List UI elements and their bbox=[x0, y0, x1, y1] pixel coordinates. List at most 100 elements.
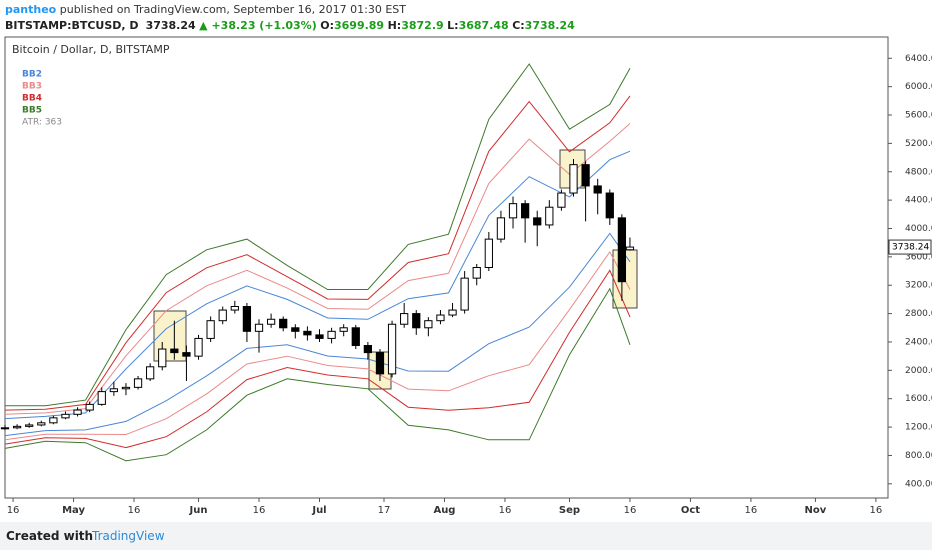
candle-body bbox=[375, 352, 385, 375]
candle-body bbox=[581, 164, 590, 187]
band-line bbox=[4, 95, 631, 411]
candle-body bbox=[400, 313, 409, 325]
candle-body bbox=[266, 318, 276, 325]
candle-body bbox=[520, 203, 530, 219]
candle-body bbox=[533, 217, 542, 226]
candle-body bbox=[85, 403, 94, 411]
y-tick-label: 3600.00 bbox=[905, 252, 932, 262]
x-tick-label: 16 bbox=[253, 505, 266, 516]
header: pantheo published on TradingView.com, Se… bbox=[0, 0, 932, 36]
candle-body bbox=[242, 306, 252, 332]
x-tick-label: 16 bbox=[870, 505, 883, 516]
published: published on TradingView.com, September … bbox=[59, 3, 407, 16]
band-line bbox=[4, 150, 631, 420]
x-tick-label: 16 bbox=[7, 505, 20, 516]
c-label: C: bbox=[512, 19, 525, 32]
y-tick-label: 5600.00 bbox=[905, 111, 932, 121]
candle-body bbox=[170, 348, 179, 354]
y-tick-label: 5200.00 bbox=[905, 139, 932, 149]
o-label: O: bbox=[320, 19, 334, 32]
l-label: L: bbox=[447, 19, 459, 32]
candle-body bbox=[218, 309, 227, 322]
x-tick-label: Oct bbox=[681, 505, 700, 516]
legend-entry: BB3 bbox=[22, 82, 42, 92]
x-tick-label: 17 bbox=[378, 505, 391, 516]
candle-body bbox=[37, 422, 46, 426]
low-value: 3687.48 bbox=[458, 19, 509, 32]
symbol: BITSTAMP:BTCUSD, D bbox=[5, 19, 139, 32]
y-tick-label: 2400.00 bbox=[905, 337, 932, 347]
candle-body bbox=[182, 352, 191, 357]
candle-body bbox=[593, 185, 602, 194]
x-tick-label: Nov bbox=[805, 505, 827, 516]
x-tick-label: 16 bbox=[624, 505, 637, 516]
y-tick-label: 800.00 bbox=[905, 451, 932, 461]
candle-body bbox=[97, 391, 106, 405]
last-price-box bbox=[888, 239, 932, 255]
candle-body bbox=[146, 366, 155, 380]
y-tick-label: 1200.00 bbox=[905, 423, 932, 433]
candle-body bbox=[327, 330, 336, 339]
candle-body bbox=[436, 314, 445, 322]
author[interactable]: pantheo bbox=[5, 3, 57, 16]
created-with: Created with bbox=[6, 529, 94, 543]
change: ▲ +38.23 (+1.03%) bbox=[199, 19, 317, 32]
high-value: 3872.9 bbox=[401, 19, 444, 32]
candle-body bbox=[496, 217, 506, 240]
candle-body bbox=[206, 320, 215, 339]
y-tick-label: 2800.00 bbox=[905, 309, 932, 319]
legend-entry: BB4 bbox=[22, 94, 42, 104]
x-tick-label: Sep bbox=[559, 505, 580, 516]
candle-body bbox=[545, 206, 554, 226]
brand[interactable]: TradingView bbox=[92, 529, 165, 543]
candle-body bbox=[363, 345, 373, 354]
chart: Bitcoin / Dollar, D, BITSTAMP ATR: 363 4… bbox=[0, 36, 932, 516]
candle-body bbox=[617, 217, 627, 283]
candle-body bbox=[230, 306, 239, 311]
last-price-label: 3738.24 bbox=[892, 243, 929, 253]
candle-body bbox=[412, 313, 421, 329]
y-tick-label: 4400.00 bbox=[905, 196, 932, 206]
band-line bbox=[4, 123, 631, 415]
y-tick-label: 400.00 bbox=[905, 479, 932, 489]
publish-line: pantheo published on TradingView.com, Se… bbox=[5, 3, 406, 16]
candle-body bbox=[158, 348, 167, 368]
candle-body bbox=[605, 192, 614, 219]
candle-body bbox=[254, 323, 264, 332]
candle-body bbox=[73, 409, 82, 415]
x-tick-label: May bbox=[62, 505, 85, 516]
y-tick-label: 4000.00 bbox=[905, 224, 932, 234]
x-tick-label: Jun bbox=[189, 505, 208, 516]
band-line bbox=[4, 232, 631, 437]
y-tick-label: 6000.00 bbox=[905, 82, 932, 92]
candle-body bbox=[557, 192, 566, 208]
candle-body bbox=[25, 424, 34, 427]
candle-body bbox=[460, 277, 469, 311]
legend-entry: BB5 bbox=[22, 106, 42, 116]
candle-body bbox=[315, 334, 324, 339]
candle-body bbox=[121, 386, 131, 390]
candle-body bbox=[339, 327, 348, 332]
footer: Created with TradingView bbox=[0, 522, 932, 550]
band-line bbox=[4, 287, 631, 462]
candle-body bbox=[351, 327, 360, 347]
y-tick-label: 3200.00 bbox=[905, 281, 932, 291]
candle-body bbox=[387, 323, 397, 375]
x-tick-label: Aug bbox=[433, 505, 455, 516]
y-tick-label: 6400.00 bbox=[905, 54, 932, 64]
candle-body bbox=[484, 238, 493, 268]
y-tick-label: 4800.00 bbox=[905, 167, 932, 177]
x-tick-label: 16 bbox=[128, 505, 141, 516]
candle-body bbox=[303, 330, 312, 336]
band-line bbox=[4, 269, 631, 449]
plot-frame bbox=[4, 36, 889, 499]
candle-body bbox=[61, 413, 70, 419]
candle-body bbox=[49, 417, 58, 424]
band-line bbox=[4, 250, 631, 441]
y-tick-label: 1600.00 bbox=[905, 394, 932, 404]
candle-body bbox=[508, 203, 518, 219]
candle-body bbox=[424, 320, 433, 329]
open-value: 3699.89 bbox=[333, 19, 385, 32]
quote-line: BITSTAMP:BTCUSD, D 3738.24 ▲ +38.23 (+1.… bbox=[5, 19, 575, 32]
h-label: H: bbox=[387, 19, 402, 32]
